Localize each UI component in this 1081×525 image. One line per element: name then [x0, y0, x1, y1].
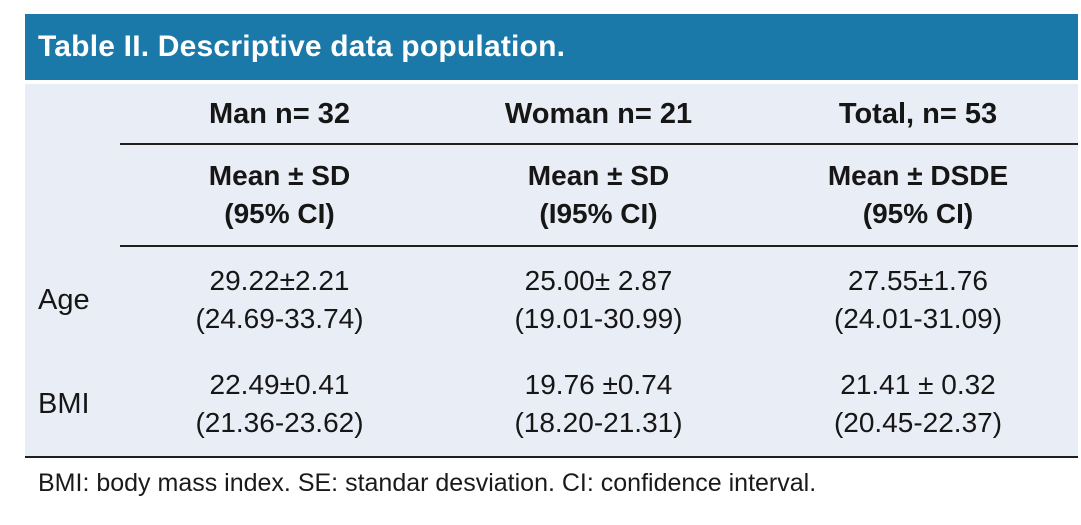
age-total-cell: 27.55±1.76 (24.01-31.09) — [758, 247, 1078, 352]
column-header-woman: Woman n= 21 — [439, 84, 758, 145]
age-woman-ci: (19.01-30.99) — [514, 302, 683, 334]
age-man-value: 29.22±2.21 — [209, 264, 350, 296]
table-title-bar: Table II. Descriptive data population. — [25, 14, 1078, 80]
subheader-woman-ci: (I95% CI) — [539, 198, 658, 229]
bmi-man-ci: (21.36-23.62) — [195, 407, 364, 438]
column-header-man: Man n= 32 — [120, 84, 439, 145]
corner-cell-empty — [25, 84, 120, 145]
age-man-cell: 29.22±2.21 (24.69-33.74) — [120, 247, 439, 352]
bmi-total-value: 21.41 ± 0.32 — [840, 369, 996, 400]
table-figure: Table II. Descriptive data population. M… — [25, 14, 1078, 498]
age-total-value: 27.55±1.76 — [848, 264, 988, 296]
subheader-woman-stat: Mean ± SD — [527, 160, 670, 191]
age-woman-cell: 25.00± 2.87 (19.01-30.99) — [439, 247, 758, 352]
bmi-man-value: 22.49±0.41 — [209, 369, 350, 400]
age-man-ci: (24.69-33.74) — [195, 302, 364, 334]
table-body: Man n= 32 Woman n= 21 Total, n= 53 Mean … — [25, 84, 1078, 458]
subheader-woman: Mean ± SD (I95% CI) — [439, 145, 758, 247]
subheader-empty-cell — [25, 145, 120, 247]
subheader-man-ci: (95% CI) — [224, 198, 335, 229]
row-label-age: Age — [38, 283, 90, 316]
subheader-man-stat: Mean ± SD — [208, 160, 351, 191]
table-title: Table II. Descriptive data population. — [38, 30, 566, 63]
age-total-ci: (24.01-31.09) — [833, 302, 1003, 334]
bmi-total-ci: (20.45-22.37) — [833, 407, 1003, 438]
subheader-man: Mean ± SD (95% CI) — [120, 145, 439, 247]
bmi-woman-ci: (18.20-21.31) — [514, 407, 683, 438]
table-footnote: BMI: body mass index. SE: standar desvia… — [38, 469, 817, 497]
row-label-bmi: BMI — [38, 388, 90, 420]
bmi-total-cell: 21.41 ± 0.32 (20.45-22.37) — [758, 352, 1078, 456]
bmi-man-cell: 22.49±0.41 (21.36-23.62) — [120, 352, 439, 456]
age-woman-value: 25.00± 2.87 — [524, 264, 673, 296]
column-header-total: Total, n= 53 — [758, 84, 1078, 145]
subheader-total-stat: Mean ± DSDE — [827, 160, 1009, 191]
bmi-woman-value: 19.76 ±0.74 — [524, 369, 673, 400]
subheader-total-ci: (95% CI) — [862, 198, 974, 229]
subheader-total: Mean ± DSDE (95% CI) — [758, 145, 1078, 247]
bmi-woman-cell: 19.76 ±0.74 (18.20-21.31) — [439, 352, 758, 456]
